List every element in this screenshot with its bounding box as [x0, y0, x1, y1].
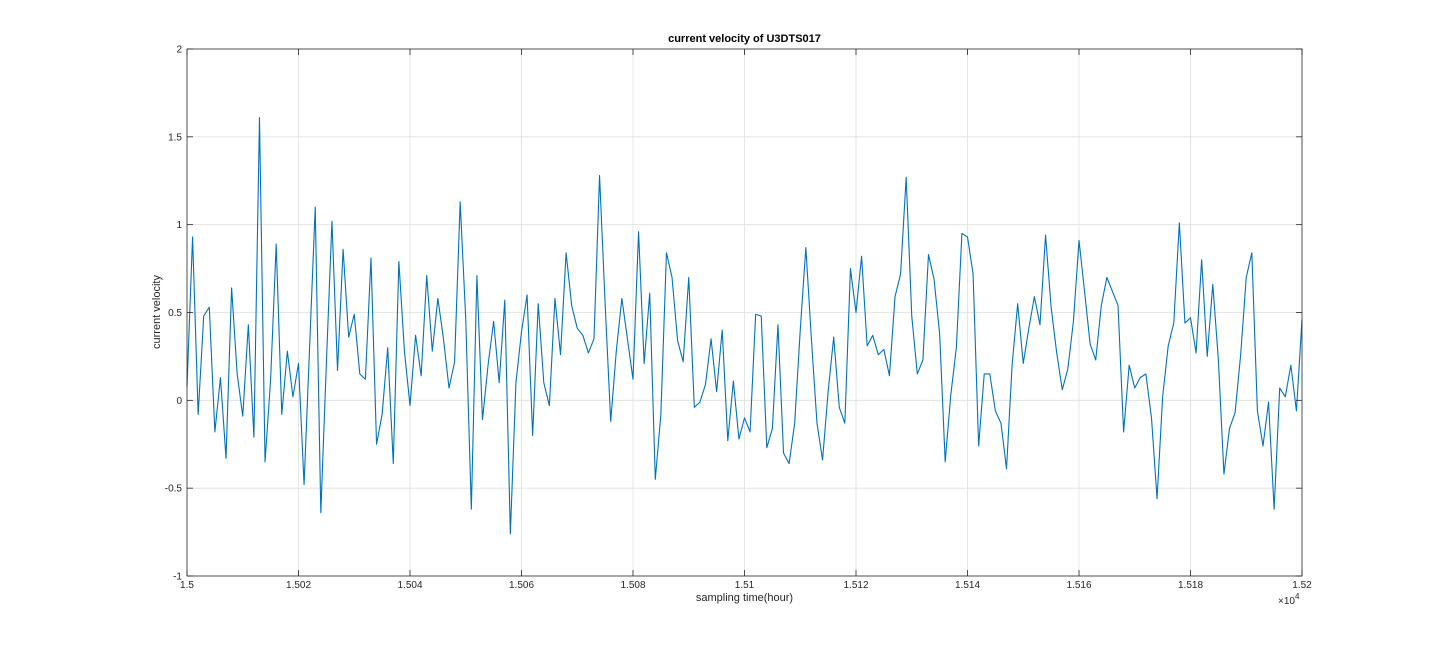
chart-title: current velocity of U3DTS017 — [668, 33, 821, 45]
x-tick-labels: 1.5 1.502 1.504 1.506 1.508 1.51 1.512 1.514 1.5… — [180, 580, 1312, 591]
x-tick-label: 1.51 — [735, 580, 755, 591]
series-layer — [186, 116, 1303, 535]
x-tick-label: 1.506 — [509, 580, 534, 591]
x-tick-label: 1.518 — [1178, 580, 1203, 591]
x-tick-label: 1.52 — [1292, 580, 1312, 591]
x-tick-label: 1.504 — [397, 580, 422, 591]
y-tick-labels: -1 -0.5 0 0.5 1 1.5 2 — [165, 45, 183, 583]
y-tick-label: -0.5 — [165, 484, 183, 495]
x-tick-label: 1.516 — [1066, 580, 1091, 591]
y-tick-label: 1 — [176, 220, 182, 231]
x-tick-label: 1.514 — [955, 580, 980, 591]
y-axis-label: current velocity — [151, 275, 163, 349]
y-tick-label: 1.5 — [168, 132, 182, 143]
y-tick-label: -1 — [173, 572, 182, 583]
y-tick-label: 0.5 — [168, 308, 182, 319]
series-line — [186, 116, 1303, 535]
grid-lines — [187, 49, 1302, 576]
x-axis-label: sampling time(hour) — [696, 592, 793, 604]
x-tick-label: 1.502 — [286, 580, 311, 591]
axis-ticks — [186, 48, 1303, 577]
y-tick-label: 2 — [176, 45, 182, 56]
x-tick-label: 1.512 — [843, 580, 868, 591]
x-scale-base: ×10 — [1278, 596, 1295, 607]
x-scale-exponent: 4 — [1295, 592, 1300, 601]
y-tick-label: 0 — [176, 396, 182, 407]
x-tick-label: 1.508 — [620, 580, 645, 591]
x-scale-multiplier: ×104 — [1278, 592, 1300, 607]
x-tick-label: 1.5 — [180, 580, 194, 591]
